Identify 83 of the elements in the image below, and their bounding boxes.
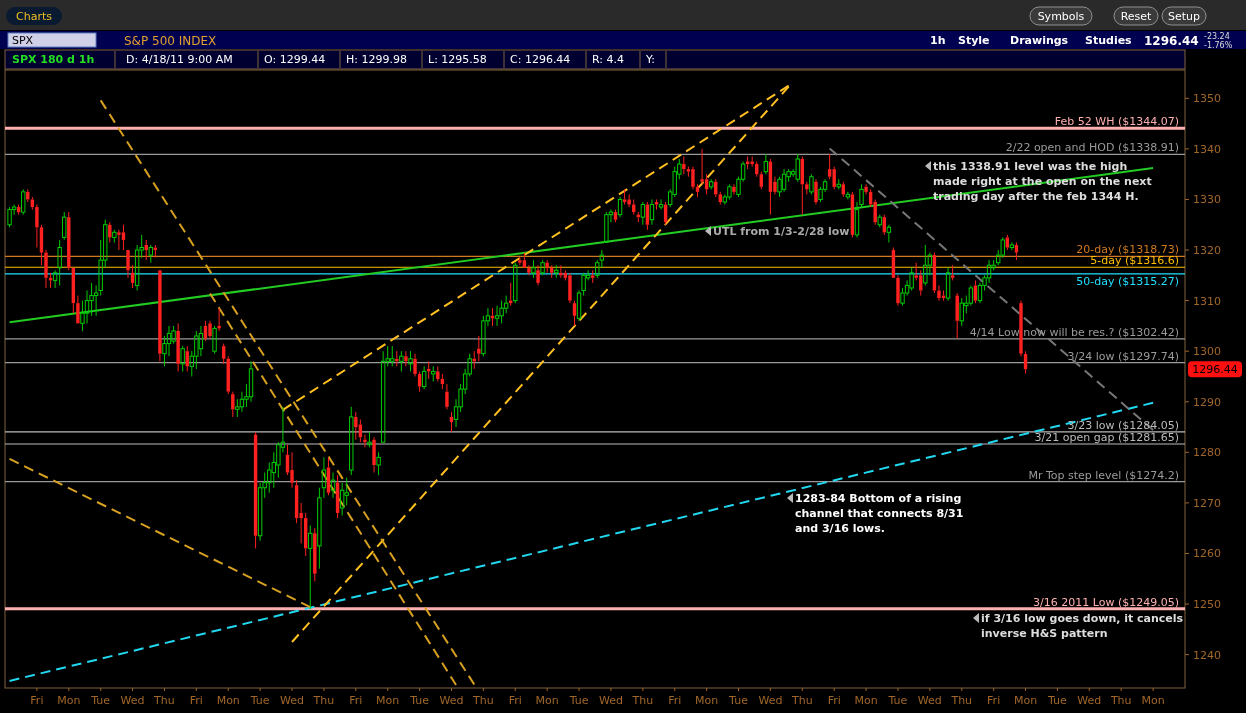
text: Drawings bbox=[1010, 34, 1069, 47]
x-tick-label: Tue bbox=[90, 694, 111, 707]
x-tick-label: Mon bbox=[1141, 694, 1165, 707]
x-tick-label: Thu bbox=[153, 694, 175, 707]
y-tick-label: 1340 bbox=[1193, 142, 1221, 156]
chart-subtitle: SPX 180 d 1h bbox=[12, 53, 95, 66]
x-tick-label: Wed bbox=[280, 694, 305, 707]
text: Studies bbox=[1085, 34, 1133, 47]
x-tick-label: Wed bbox=[439, 694, 464, 707]
ref-line-label: Mr Top step level ($1274.2) bbox=[1028, 468, 1179, 482]
symbol-field: SPX bbox=[7, 32, 97, 48]
x-tick-label: Mon bbox=[376, 694, 400, 707]
text: C: 1296.44 bbox=[510, 53, 571, 66]
annotation: 1283-84 Bottom of a rising channel that connects 8/31 and 3/16 lows. bbox=[795, 492, 964, 535]
x-tick-label: Tue bbox=[887, 694, 908, 707]
x-tick-label: Mon bbox=[216, 694, 240, 707]
y-tick-label: 1320 bbox=[1193, 244, 1221, 258]
text: -23.24 bbox=[1204, 32, 1230, 41]
ref-line-label: 5-day ($1316.6) bbox=[1090, 254, 1179, 268]
x-tick-label: Tue bbox=[249, 694, 270, 707]
text: H: 1299.98 bbox=[346, 53, 407, 66]
y-tick-label: 1290 bbox=[1193, 395, 1221, 409]
ref-line-label: 4/14 Low now will be res.? ($1302.42) bbox=[969, 325, 1179, 339]
y-tick-label: 1350 bbox=[1193, 92, 1221, 106]
text: D: 4/18/11 9:00 AM bbox=[126, 53, 233, 66]
ref-line-label: 20-day ($1318.73) bbox=[1076, 243, 1179, 257]
y-tick-label: 1300 bbox=[1193, 345, 1221, 359]
x-tick-label: Mon bbox=[854, 694, 878, 707]
text: Style bbox=[958, 34, 990, 47]
x-tick-label: Wed bbox=[1077, 694, 1102, 707]
text: Y: bbox=[645, 53, 655, 66]
y-tick-label: 1310 bbox=[1193, 294, 1221, 308]
x-tick-label: Wed bbox=[598, 694, 623, 707]
price-tag: 1296.44 bbox=[1188, 361, 1242, 378]
ref-line-label: 3/16 2011 Low ($1249.05) bbox=[1033, 595, 1179, 609]
text: 1296.44 bbox=[1144, 34, 1199, 48]
ref-line-label: 2/22 open and HOD ($1338.91) bbox=[1005, 141, 1179, 155]
x-tick-label: Thu bbox=[1109, 694, 1132, 707]
symbols-button: Symbols bbox=[1029, 6, 1093, 26]
ref-line-label: 3/24 low ($1297.74) bbox=[1067, 349, 1179, 363]
setup-button: Setup bbox=[1161, 6, 1207, 26]
ref-line-label: 50-day ($1315.27) bbox=[1076, 274, 1179, 288]
x-tick-label: Mon bbox=[695, 694, 719, 707]
x-tick-label: Fri bbox=[987, 694, 1001, 707]
y-tick-label: 1270 bbox=[1193, 496, 1221, 510]
x-tick-label: Thu bbox=[472, 694, 494, 707]
text: -1.76% bbox=[1204, 41, 1233, 50]
x-tick-label: Mon bbox=[57, 694, 81, 707]
annotation: UTL from 1/3-2/28 low bbox=[713, 225, 850, 238]
x-tick-label: Wed bbox=[917, 694, 942, 707]
ref-line-label: 3/21 open gap ($1281.65) bbox=[1034, 430, 1179, 444]
x-tick-label: Fri bbox=[827, 694, 841, 707]
ref-line-label: Feb 52 WH ($1344.07) bbox=[1054, 115, 1179, 129]
text: O: 1299.44 bbox=[264, 53, 326, 66]
reset-button: Reset bbox=[1113, 6, 1159, 26]
chart-title: S&P 500 INDEX bbox=[124, 34, 217, 48]
x-tick-label: Tue bbox=[409, 694, 430, 707]
x-tick-label: Tue bbox=[728, 694, 749, 707]
x-tick-label: Fri bbox=[668, 694, 682, 707]
x-tick-label: Thu bbox=[950, 694, 973, 707]
x-tick-label: Thu bbox=[631, 694, 654, 707]
x-tick-label: Mon bbox=[1013, 694, 1038, 707]
x-tick-label: Tue bbox=[1047, 694, 1068, 707]
charts-tab: Charts bbox=[6, 7, 62, 25]
text: L: 1295.58 bbox=[428, 53, 487, 66]
x-tick-label: Thu bbox=[790, 694, 813, 707]
y-tick-label: 1330 bbox=[1193, 193, 1221, 207]
x-tick-label: Fri bbox=[189, 694, 203, 707]
text: 1h bbox=[930, 34, 946, 47]
x-tick-label: Wed bbox=[758, 694, 783, 707]
x-tick-label: Fri bbox=[30, 694, 44, 707]
x-tick-label: Fri bbox=[349, 694, 363, 707]
x-tick-label: Mon bbox=[535, 694, 559, 707]
x-tick-label: Wed bbox=[120, 694, 145, 707]
y-tick-label: 1250 bbox=[1193, 598, 1221, 612]
y-tick-label: 1260 bbox=[1193, 547, 1221, 561]
x-tick-label: Tue bbox=[568, 694, 589, 707]
y-tick-label: 1240 bbox=[1193, 648, 1221, 662]
y-tick-label: 1280 bbox=[1193, 446, 1221, 460]
x-tick-label: Fri bbox=[508, 694, 522, 707]
annotation: if 3/16 low goes down, it cancels inverse H&S pattern bbox=[981, 612, 1184, 640]
x-tick-label: Thu bbox=[312, 694, 335, 707]
text: R: 4.4 bbox=[592, 53, 625, 66]
